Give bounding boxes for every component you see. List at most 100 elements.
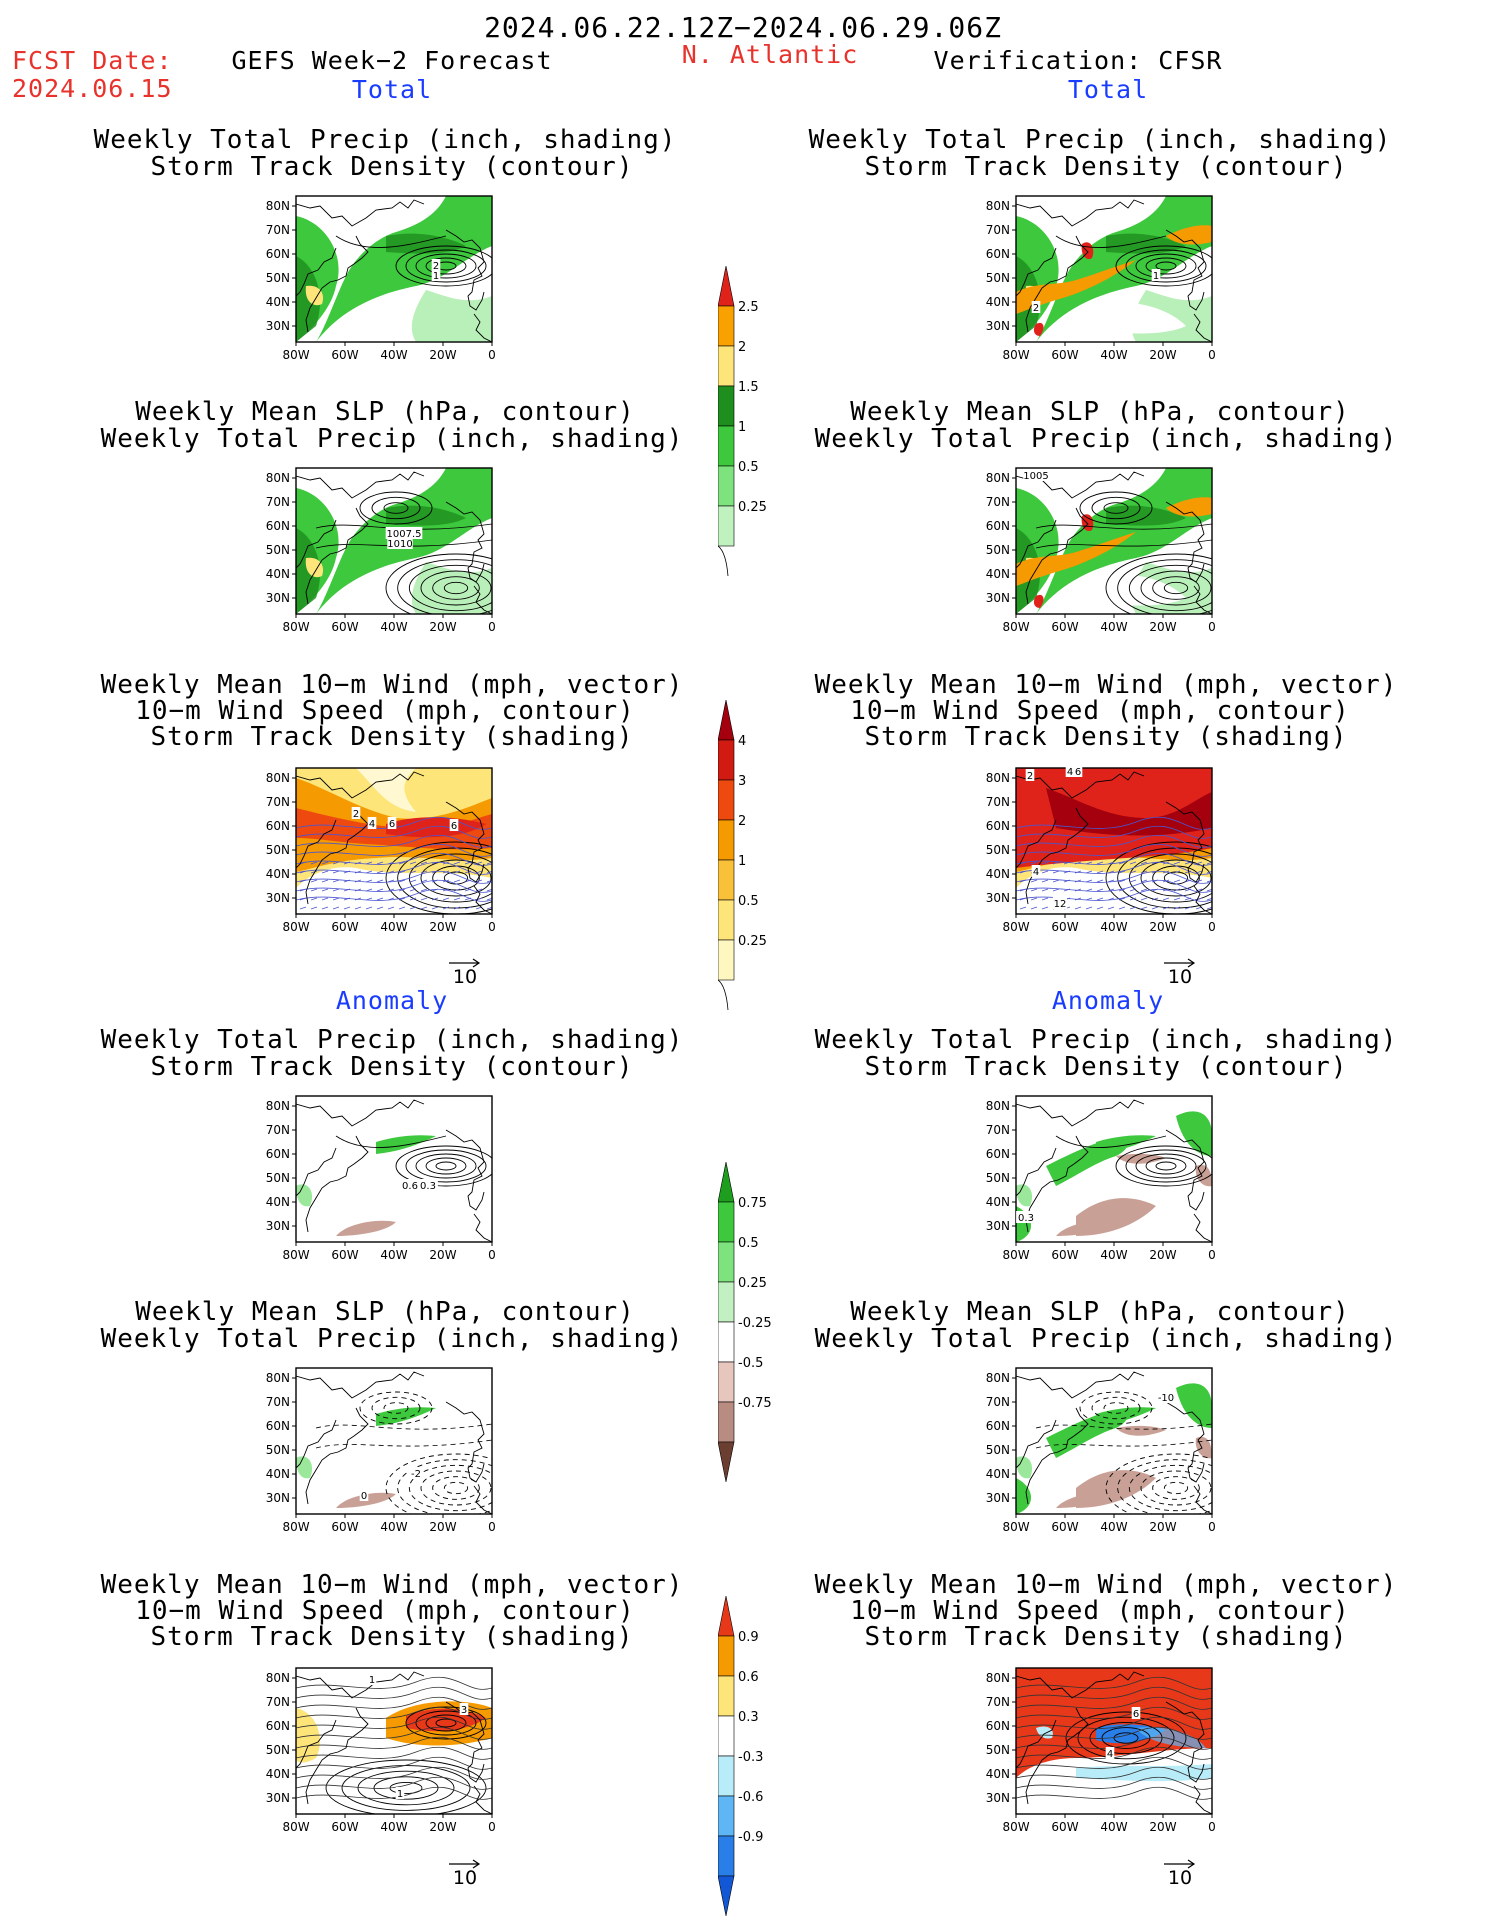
svg-text:1: 1 <box>369 1675 375 1686</box>
svg-text:6: 6 <box>451 821 457 832</box>
map-total-slp-precip-cfsr: 80N 70N 60N 50N 40N 30N 80W 60W 40W 20W 0 1005 <box>968 460 1216 640</box>
longitude-tick-label: 20W <box>429 920 456 934</box>
longitude-tick-label: 20W <box>1149 1820 1176 1834</box>
map-anomaly-wind-track-cfsr: 80N 70N 60N 50N 40N 30N 80W 60W 40W 20W 0 6 4 <box>968 1660 1216 1840</box>
latitude-tick-label: 30N <box>266 1791 290 1805</box>
latitude-tick-label: 80N <box>986 771 1010 785</box>
svg-text:2: 2 <box>433 261 439 272</box>
map-total-precip-track-cfsr: 80N 70N 60N 50N 40N 30N 80W 60W 40W 20W 0 1 2 <box>968 188 1216 368</box>
colorbar-segment <box>717 819 735 861</box>
latitude-tick-label: 50N <box>986 843 1010 857</box>
colorbar-segment <box>717 1835 735 1877</box>
longitude-tick-label: 0 <box>488 920 496 934</box>
colorbar-anomaly-track-density: 0.9 0.6 0.3 -0.3 -0.6 -0.9 <box>717 1595 788 1920</box>
panel-title: Weekly Mean 10−m Wind (mph, vector) <box>100 670 684 700</box>
map-total-slp-precip-gefs: 80N 70N 60N 50N 40N 30N 80W 60W 40W 20W 0 1007.5 101… <box>248 460 496 640</box>
colorbar-segment <box>717 1401 735 1443</box>
longitude-tick-label: 60W <box>331 1248 358 1262</box>
colorbar-segment <box>717 1755 735 1797</box>
left-column-title: GEFS Week−2 Forecast <box>231 46 553 75</box>
section-anomaly-left: Anomaly <box>335 986 449 1015</box>
latitude-tick-label: 30N <box>986 1491 1010 1505</box>
longitude-tick-label: 0 <box>488 348 496 362</box>
map-anomaly-wind-track-gefs: 80N 70N 60N 50N 40N 30N 80W 60W 40W 20W 0 1 3 1 <box>248 1660 496 1840</box>
longitude-tick-label: 40W <box>380 348 407 362</box>
latitude-tick-label: 50N <box>266 1743 290 1757</box>
map-figure: 80N 70N 60N 50N 40N 30N 80W 60W 40W 20W 0 -2 0 <box>266 1367 496 1534</box>
svg-text:0.3: 0.3 <box>420 1181 436 1192</box>
svg-text:1005: 1005 <box>1023 471 1048 482</box>
longitude-tick-label: 20W <box>1149 1520 1176 1534</box>
latitude-tick-label: 80N <box>986 1671 1010 1685</box>
longitude-tick-label: 60W <box>1051 920 1078 934</box>
panel-title: Weekly Total Precip (inch, shading) <box>100 424 684 454</box>
latitude-tick-label: 60N <box>266 819 290 833</box>
latitude-tick-label: 30N <box>986 319 1010 333</box>
latitude-tick-label: 40N <box>986 295 1010 309</box>
map-total-wind-track-cfsr: 80N 70N 60N 50N 40N 30N 80W 60W 40W 20W 0 2 4 6 4 12 <box>968 760 1216 940</box>
longitude-tick-label: 80W <box>1002 1248 1029 1262</box>
svg-text:4: 4 <box>1107 1749 1113 1760</box>
longitude-tick-label: 20W <box>429 1820 456 1834</box>
svg-text:4: 4 <box>369 819 375 830</box>
latitude-tick-label: 30N <box>986 1791 1010 1805</box>
colorbar-label: 2 <box>738 340 746 355</box>
latitude-tick-label: 80N <box>986 471 1010 485</box>
colorbar-segment <box>717 939 735 981</box>
section-total-left: Total <box>351 75 433 104</box>
longitude-tick-label: 40W <box>1100 620 1127 634</box>
latitude-tick-label: 60N <box>986 1419 1010 1433</box>
panel-title: Storm Track Density (shading) <box>864 722 1348 752</box>
svg-text:4: 4 <box>1067 767 1073 778</box>
svg-text:1: 1 <box>397 1789 403 1800</box>
latitude-tick-label: 80N <box>266 771 290 785</box>
region-title: N. Atlantic <box>681 40 859 69</box>
latitude-tick-label: 50N <box>986 271 1010 285</box>
panel-title: Weekly Total Precip (inch, shading) <box>814 1025 1398 1055</box>
latitude-tick-label: 50N <box>266 271 290 285</box>
panel-title: Weekly Total Precip (inch, shading) <box>814 1324 1398 1354</box>
longitude-tick-label: 40W <box>1100 348 1127 362</box>
colorbar-segment <box>717 465 735 507</box>
latitude-tick-label: 30N <box>986 1219 1010 1233</box>
longitude-tick-label: 0 <box>1208 348 1216 362</box>
svg-text:0.3: 0.3 <box>1018 1213 1034 1224</box>
fcst-date-label: FCST Date: <box>12 46 173 75</box>
longitude-tick-label: 80W <box>282 1248 309 1262</box>
colorbar-segment <box>717 859 735 901</box>
longitude-tick-label: 40W <box>1100 1248 1127 1262</box>
map-figure: 80N 70N 60N 50N 40N 30N 80W 60W 40W 20W 0 1 3 1 <box>266 1667 496 1834</box>
longitude-tick-label: 80W <box>1002 1820 1029 1834</box>
map-figure: 80N 70N 60N 50N 40N 30N 80W 60W 40W 20W 0 1 2 <box>986 195 1216 362</box>
colorbar-label: -0.6 <box>738 1790 763 1805</box>
latitude-tick-label: 80N <box>266 1371 290 1385</box>
longitude-tick-label: 80W <box>282 620 309 634</box>
latitude-tick-label: 40N <box>266 867 290 881</box>
panel-title: Weekly Total Precip (inch, shading) <box>100 1025 684 1055</box>
colorbar-label: 0.25 <box>738 500 767 515</box>
svg-text:10: 10 <box>453 966 477 987</box>
latitude-tick-label: 30N <box>986 591 1010 605</box>
panel-title: Weekly Mean 10−m Wind (mph, vector) <box>100 1570 684 1600</box>
longitude-tick-label: 0 <box>488 1248 496 1262</box>
longitude-tick-label: 60W <box>331 620 358 634</box>
latitude-tick-label: 70N <box>986 1695 1010 1709</box>
longitude-tick-label: 40W <box>1100 920 1127 934</box>
latitude-tick-label: 50N <box>266 1443 290 1457</box>
map-anomaly-slp-precip-cfsr: 80N 70N 60N 50N 40N 30N 80W 60W 40W 20W 0 -10 <box>968 1360 1216 1540</box>
latitude-tick-label: 80N <box>986 1371 1010 1385</box>
latitude-tick-label: 70N <box>266 1395 290 1409</box>
longitude-tick-label: 40W <box>380 620 407 634</box>
vector-reference: 10 <box>1162 957 1202 988</box>
map-total-wind-track-gefs: 80N 70N 60N 50N 40N 30N 80W 60W 40W 20W 0 2 4 6 6 <box>248 760 496 940</box>
colorbar-label: 0.5 <box>738 460 759 475</box>
longitude-tick-label: 60W <box>1051 348 1078 362</box>
latitude-tick-label: 50N <box>266 1171 290 1185</box>
latitude-tick-label: 70N <box>266 223 290 237</box>
longitude-tick-label: 20W <box>429 348 456 362</box>
svg-text:0.6: 0.6 <box>402 1181 418 1192</box>
longitude-tick-label: 60W <box>331 1520 358 1534</box>
latitude-tick-label: 80N <box>986 199 1010 213</box>
latitude-tick-label: 50N <box>266 843 290 857</box>
latitude-tick-label: 70N <box>986 795 1010 809</box>
